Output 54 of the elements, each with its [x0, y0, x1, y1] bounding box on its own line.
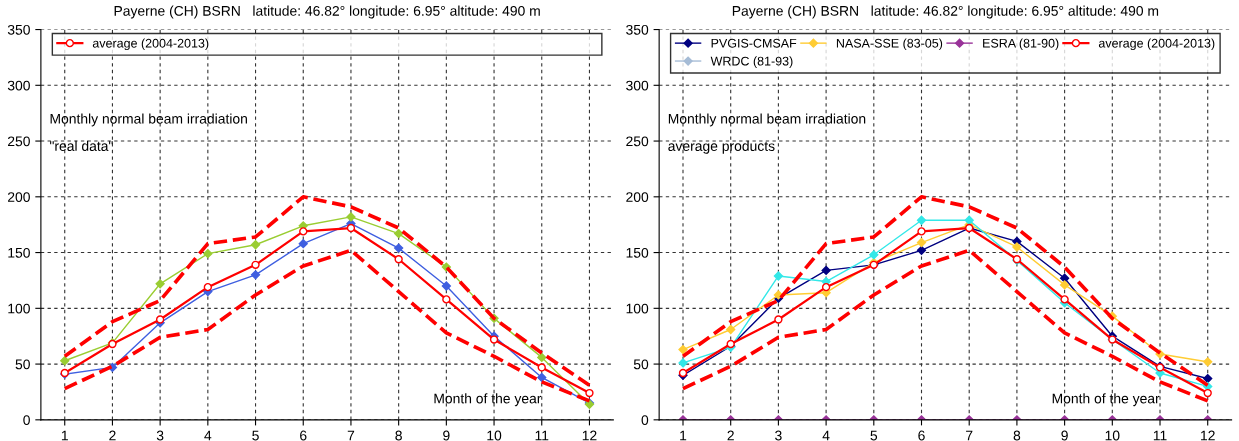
- x-tick-label: 8: [395, 430, 402, 441]
- legend-label: average (2004-2013): [1098, 38, 1215, 51]
- chart-title: Payerne (CH) BSRN latitude: 46.82° longitude: 6.95° altitude: 490 m: [114, 5, 540, 19]
- x-tick-label: 1: [61, 430, 68, 441]
- x-tick-label: 4: [204, 430, 212, 441]
- x-tick-label: 11: [1153, 430, 1167, 441]
- x-tick-label: 10: [1105, 430, 1120, 441]
- y-tick-label: 50: [633, 359, 649, 370]
- x-tick-label: 9: [1061, 430, 1068, 441]
- x-tick-label: 6: [918, 430, 925, 441]
- x-tick-label: 5: [870, 430, 878, 441]
- y-tick-label: 0: [23, 415, 30, 425]
- annotation: "real data": [50, 140, 113, 151]
- annotation: average products: [668, 140, 775, 154]
- legend-label: ESRA (81-90): [983, 38, 1059, 51]
- annotation: Monthly normal beam irradiation: [668, 113, 866, 127]
- y-tick-label: 300: [7, 80, 30, 91]
- y-tick-label: 100: [626, 303, 649, 314]
- y-tick-label: 150: [626, 247, 649, 258]
- x-axis-title: Month of the year: [434, 393, 542, 407]
- y-tick-label: 0: [641, 415, 649, 425]
- x-tick-label: 2: [109, 430, 116, 441]
- x-tick-label: 4: [822, 430, 830, 441]
- y-tick-label: 250: [626, 136, 649, 147]
- chart-title: Payerne (CH) BSRN latitude: 46.82° longitude: 6.95° altitude: 490 m: [732, 5, 1159, 19]
- y-tick-label: 100: [8, 303, 30, 314]
- x-axis-title: Month of the year: [1052, 393, 1160, 407]
- x-tick-label: 7: [966, 430, 973, 441]
- y-tick-label: 350: [626, 24, 649, 35]
- x-tick-label: 8: [1013, 430, 1021, 441]
- y-tick-label: 300: [626, 80, 649, 91]
- x-tick-label: 5: [252, 430, 259, 441]
- x-tick-label: 10: [487, 430, 502, 441]
- y-tick-label: 250: [8, 136, 30, 147]
- legend-label: WRDC (81-93): [710, 56, 793, 68]
- x-tick-label: 11: [535, 430, 549, 441]
- y-tick-label: 150: [8, 247, 30, 258]
- y-tick-label: 350: [7, 24, 30, 35]
- x-tick-label: 12: [582, 430, 597, 441]
- x-tick-label: 7: [347, 430, 355, 441]
- x-tick-label: 12: [1201, 430, 1215, 441]
- y-tick-label: 200: [626, 192, 649, 202]
- legend-label: NASA-SSE (83-05): [836, 38, 943, 51]
- x-tick-label: 3: [156, 430, 164, 441]
- y-tick-label: 50: [15, 359, 30, 370]
- x-tick-label: 9: [443, 430, 450, 441]
- y-tick-label: 200: [8, 192, 30, 202]
- legend-label: average (2004-2013): [92, 38, 209, 51]
- x-tick-label: 2: [727, 430, 734, 441]
- annotation: Monthly normal beam irradiation: [50, 113, 247, 127]
- x-tick-label: 3: [775, 430, 782, 441]
- x-tick-label: 1: [680, 430, 687, 441]
- legend-label: PVGIS-CMSAF: [711, 38, 797, 48]
- x-tick-label: 6: [300, 430, 307, 441]
